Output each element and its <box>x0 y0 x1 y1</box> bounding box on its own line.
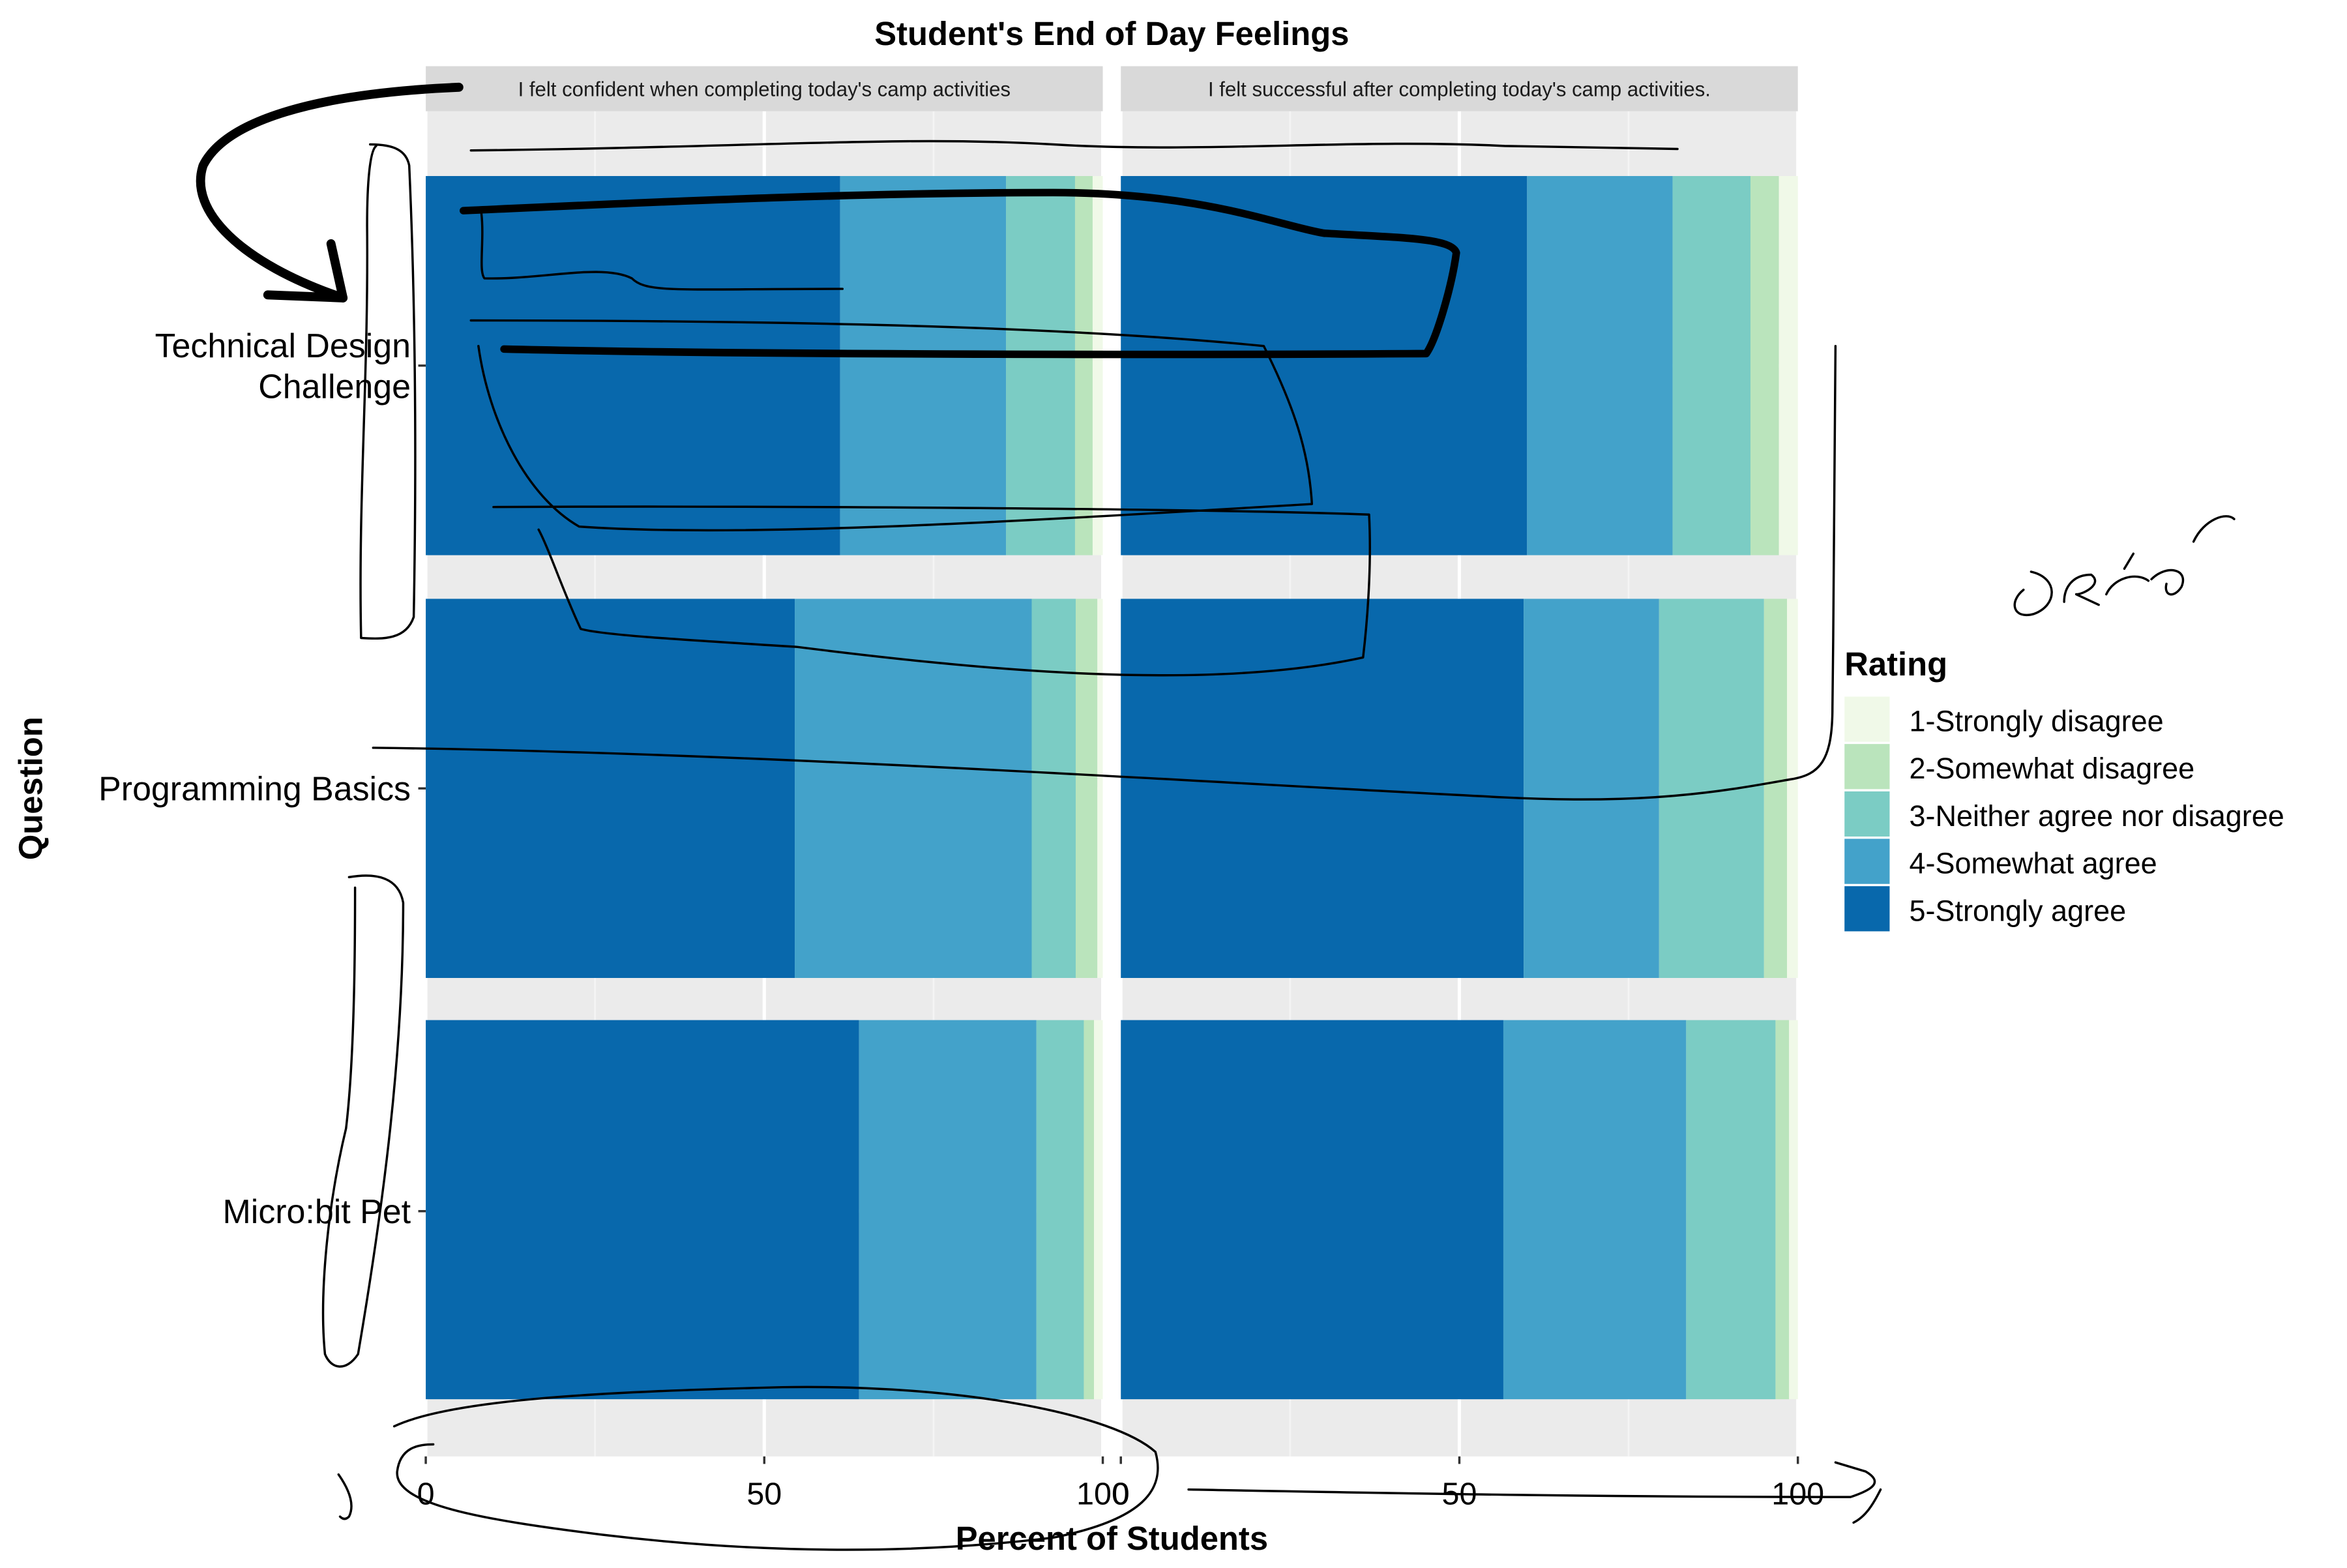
legend-label: 3-Neither agree nor disagree <box>1909 799 2284 833</box>
chart-title: Student's End of Day Feelings <box>874 15 1349 52</box>
bar-segment <box>1779 176 1798 555</box>
bar-segment <box>1074 176 1093 555</box>
bar-segment <box>426 1020 859 1400</box>
bar-segment <box>1084 1020 1095 1400</box>
annotation-stroke <box>1187 1461 1876 1498</box>
y-axis-title: Question <box>12 717 50 860</box>
bar-segment <box>1527 176 1673 555</box>
bar-segment <box>1524 599 1659 978</box>
annotation-stroke <box>337 1473 353 1520</box>
bar-segment <box>1031 599 1076 978</box>
bar-segment <box>1789 1020 1798 1400</box>
annotation-stroke <box>469 319 1314 532</box>
bar-segment <box>1121 176 1528 555</box>
bar-segment <box>1503 1020 1687 1400</box>
facet-strip-label: I felt confident when completing today's… <box>518 78 1011 101</box>
annotation-stroke <box>480 212 844 291</box>
x-tick-label: 100 <box>1076 1477 1129 1512</box>
annotation-stroke <box>372 345 1837 801</box>
legend-label: 5-Strongly agree <box>1909 894 2126 927</box>
y-tick-label: Challenge <box>258 368 411 406</box>
legend-key <box>1844 744 1890 790</box>
bar-segment <box>426 176 840 555</box>
facet-strip <box>426 66 1103 111</box>
handwritten-annotations <box>196 82 2236 1551</box>
x-axis-title: Percent of Students <box>956 1520 1268 1557</box>
annotation-stroke <box>2013 515 2236 616</box>
x-tick-label: 0 <box>1112 1477 1130 1512</box>
bar-segment <box>1764 599 1788 978</box>
annotation-stroke <box>321 874 405 1368</box>
bar-segment <box>1076 599 1098 978</box>
legend-title: Rating <box>1844 645 1947 683</box>
annotation-stroke <box>459 188 1460 359</box>
bar-segment <box>840 176 1007 555</box>
bar-segment <box>1006 176 1075 555</box>
legend: Rating 1-Strongly disagree 2-Somewhat disa… <box>1844 645 2284 932</box>
legend-key <box>1844 838 1890 884</box>
bar-segment <box>795 599 1032 978</box>
annotation-stroke <box>263 239 348 303</box>
y-tick-label: Technical Design <box>155 327 411 365</box>
legend-label: 1-Strongly disagree <box>1909 705 2163 738</box>
bar-segment <box>426 599 795 978</box>
annotation-stroke <box>359 143 417 640</box>
bar-segment <box>1686 1020 1776 1400</box>
legend-key <box>1844 791 1890 837</box>
facet-strip <box>1121 66 1798 111</box>
legend-label: 2-Somewhat disagree <box>1909 752 2194 785</box>
x-tick-label: 50 <box>746 1477 782 1512</box>
legend-key <box>1844 696 1890 742</box>
bar-segment <box>1659 599 1764 978</box>
bar-segment <box>859 1020 1037 1400</box>
bar-segment <box>1121 1020 1503 1400</box>
annotation-stroke <box>196 82 464 303</box>
bar-segment <box>1672 176 1750 555</box>
bar-segment <box>1094 1020 1103 1400</box>
annotation-stroke <box>469 140 1679 152</box>
legend-label: 4-Somewhat agree <box>1909 847 2157 880</box>
bar-segment <box>1787 599 1798 978</box>
bar-segment <box>1750 176 1779 555</box>
bar-segment <box>1775 1020 1790 1400</box>
annotation-stroke <box>492 505 1371 677</box>
annotation-stroke <box>392 1385 1159 1551</box>
x-tick-label: 0 <box>417 1477 435 1512</box>
bar-segment <box>1097 599 1103 978</box>
x-tick-label: 100 <box>1771 1477 1824 1512</box>
annotation-stroke <box>1852 1488 1882 1524</box>
legend-key <box>1844 886 1890 932</box>
bar-segment <box>1092 176 1103 555</box>
y-tick-label: Programming Basics <box>98 771 411 808</box>
bar-segment <box>1036 1020 1084 1400</box>
facet-strip-label: I felt successful after completing today… <box>1208 78 1711 101</box>
